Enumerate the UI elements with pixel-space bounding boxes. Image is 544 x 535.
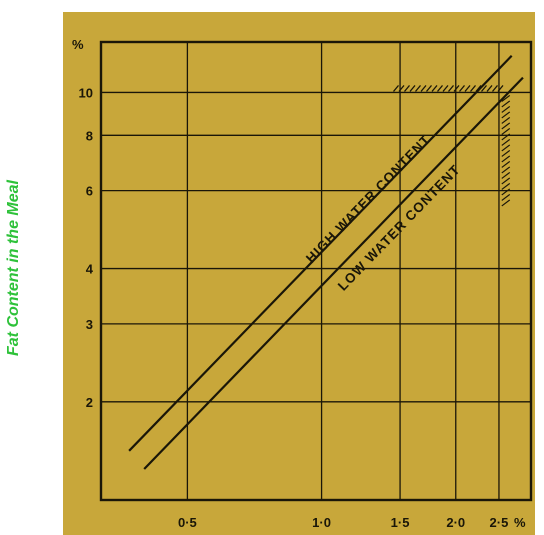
tick-labels: 2 3 4 6 8 10 0·5 1·0 1·5 2·0 2·5 — [79, 85, 509, 530]
y-tick-label: 2 — [86, 395, 93, 410]
hatch-stroke — [459, 85, 465, 92]
hatch-stroke — [426, 85, 432, 92]
hatch-stroke — [415, 85, 421, 92]
hatch-stroke — [501, 160, 511, 168]
hatch-stroke — [501, 116, 511, 124]
hatch-stroke — [501, 171, 511, 179]
series-line-high — [128, 55, 513, 452]
hatch-stroke — [501, 144, 511, 152]
hatch-stroke — [437, 85, 443, 92]
hatch-stroke — [481, 85, 487, 92]
hatch-stroke — [431, 85, 438, 92]
hatch-stroke — [501, 166, 511, 174]
y-tick-label: 8 — [86, 128, 93, 143]
hatch-stroke — [497, 85, 504, 92]
hatch-stroke — [442, 85, 449, 92]
hatch-stroke — [501, 138, 511, 146]
hatch-stroke — [501, 199, 511, 207]
hatch-stroke — [501, 177, 511, 185]
hatch-stroke — [501, 122, 511, 130]
series-line-low — [143, 76, 524, 470]
y-tick-label: 3 — [86, 317, 93, 332]
grid — [101, 42, 531, 500]
x-tick-label: 1·5 — [391, 515, 410, 530]
hatch-stroke — [501, 133, 511, 141]
hatch-stroke — [501, 127, 511, 135]
chart-panel — [63, 12, 535, 535]
hatch-stroke — [409, 85, 416, 92]
x-tick-label: 2·0 — [446, 515, 465, 530]
hatch-stroke — [501, 111, 511, 119]
y-tick-label: 10 — [79, 85, 93, 100]
y-unit-label: % — [72, 37, 84, 52]
x-tick-label: 2·5 — [490, 515, 509, 530]
hatch-stroke — [501, 100, 511, 108]
hatch-stroke — [501, 155, 511, 163]
hatch-stroke — [464, 85, 471, 92]
hatch-stroke — [398, 85, 405, 92]
hatch-stroke — [393, 85, 399, 92]
hatch-stroke — [501, 182, 511, 190]
hatch-stroke — [501, 105, 511, 113]
hatch-stroke — [492, 85, 498, 92]
hatch-stroke — [501, 188, 511, 196]
plot-frame — [99, 40, 533, 502]
y-tick-label: 4 — [86, 262, 94, 277]
hatched-region — [393, 85, 511, 207]
x-tick-label: 0·5 — [178, 515, 197, 530]
y-tick-label: 6 — [86, 184, 93, 199]
x-tick-label: 1·0 — [312, 515, 331, 530]
hatch-stroke — [453, 85, 460, 92]
hatch-stroke — [404, 85, 410, 92]
x-unit-label: % — [514, 515, 526, 530]
hatch-stroke — [486, 85, 493, 92]
hatch-stroke — [470, 85, 476, 92]
hatch-stroke — [501, 94, 511, 102]
hatch-stroke — [501, 149, 511, 157]
hatch-stroke — [501, 193, 511, 201]
hatch-stroke — [448, 85, 454, 92]
hatch-stroke — [420, 85, 427, 92]
